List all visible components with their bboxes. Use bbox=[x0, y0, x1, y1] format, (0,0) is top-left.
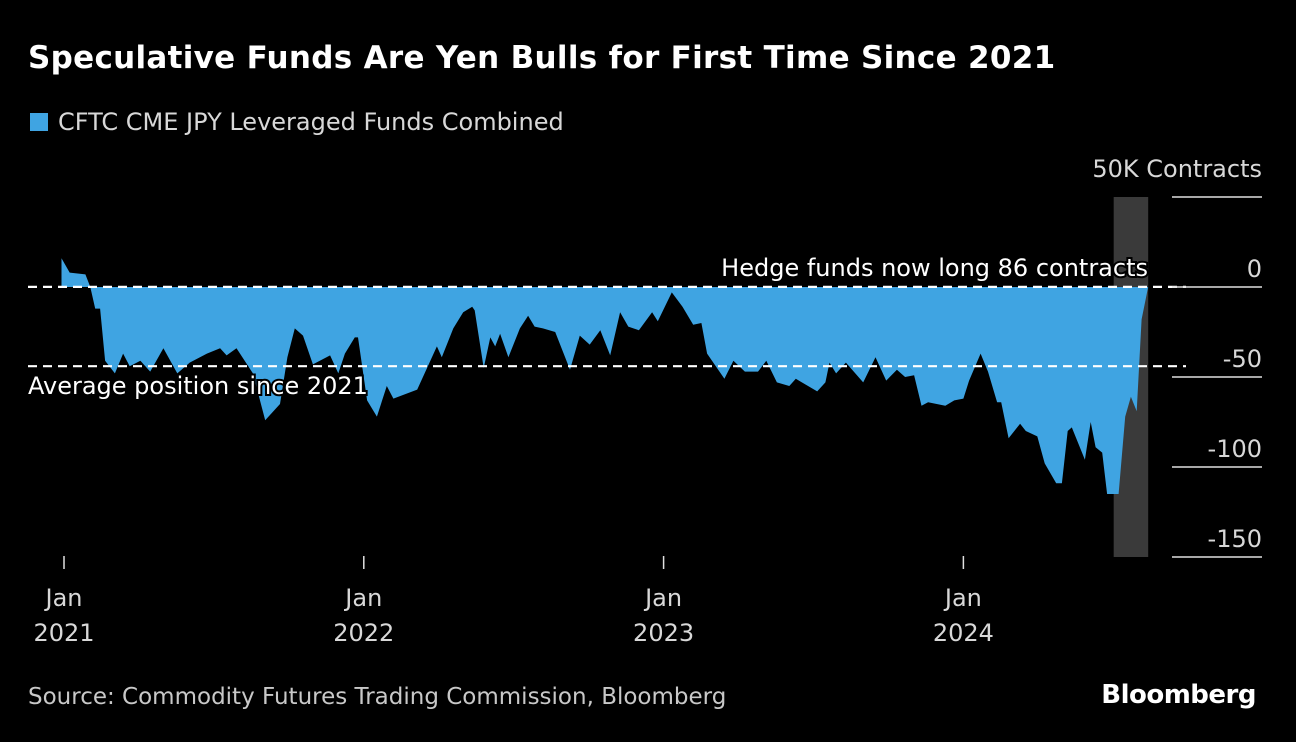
series-area bbox=[61, 258, 1149, 494]
x-tick-year: 2021 bbox=[33, 619, 94, 647]
legend: CFTC CME JPY Leveraged Funds Combined bbox=[30, 108, 564, 136]
x-tick-month: Jan bbox=[343, 584, 382, 612]
legend-label: CFTC CME JPY Leveraged Funds Combined bbox=[58, 108, 564, 136]
chart-title: Speculative Funds Are Yen Bulls for Firs… bbox=[28, 40, 1056, 76]
y-axis-unit-label: 50K Contracts bbox=[1092, 155, 1262, 183]
reference-line-label: Average position since 2021 bbox=[28, 372, 368, 400]
x-tick-month: Jan bbox=[643, 584, 682, 612]
bloomberg-logo: Bloomberg bbox=[1101, 680, 1256, 710]
source-note: Source: Commodity Futures Trading Commis… bbox=[28, 684, 727, 710]
y-tick-label: -150 bbox=[1208, 525, 1262, 553]
x-tick-month: Jan bbox=[943, 584, 982, 612]
x-tick-year: 2024 bbox=[933, 619, 994, 647]
x-tick-year: 2023 bbox=[633, 619, 694, 647]
legend-swatch bbox=[30, 113, 48, 131]
reference-line-label: Hedge funds now long 86 contracts bbox=[721, 254, 1148, 282]
y-tick-label: -50 bbox=[1223, 345, 1262, 373]
y-tick-label: -100 bbox=[1208, 435, 1262, 463]
x-tick-month: Jan bbox=[44, 584, 83, 612]
x-tick-year: 2022 bbox=[333, 619, 394, 647]
y-tick-label: 0 bbox=[1247, 255, 1262, 283]
